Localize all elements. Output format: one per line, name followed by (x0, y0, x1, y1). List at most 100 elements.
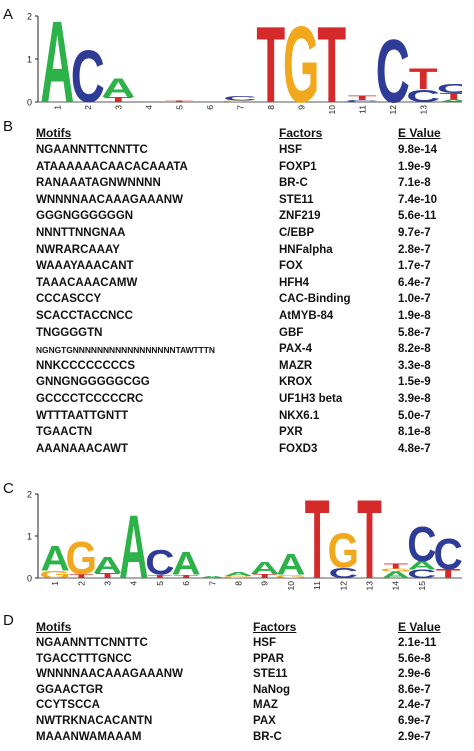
position-label: 5 (174, 105, 184, 110)
header-motifs: Motifs (36, 620, 72, 634)
factor-cell: HNFalpha (279, 243, 333, 256)
evalue-cell: 2.8e-7 (398, 243, 431, 256)
logo-letter-a: A (276, 549, 305, 581)
factor-cell: STE11 (253, 668, 288, 681)
factor-cell: KROX (279, 376, 313, 389)
evalue-cell: 8.2e-8 (398, 343, 431, 356)
y-tick-label: 1 (27, 532, 32, 542)
logo-letter-g: G (275, 574, 307, 579)
motif-cell: GGGNGGGGGGN (36, 210, 134, 223)
panel-label-b: B (3, 118, 14, 135)
evalue-cell: 1.9e-9 (398, 160, 431, 173)
factor-cell: PAX (253, 715, 276, 727)
position-label: 6 (205, 105, 215, 110)
factor-cell: GBF (279, 326, 304, 339)
evalue-cell: 9.8e-14 (398, 144, 438, 156)
motif-cell: WAAAYAAACANT (36, 260, 134, 273)
logo-letter-c: C (433, 529, 462, 578)
y-tick-label: 2 (27, 12, 32, 22)
factor-cell: HSF (253, 637, 276, 649)
evalue-cell: 3.3e-8 (398, 359, 431, 372)
motif-cell: NGNGTGNNNNNNNNNNNNNNNNNTAWTTTN (36, 345, 215, 356)
logo-letter-c: C (345, 99, 379, 102)
motif-cell: WNNNNAACAAAGAAANW (36, 668, 183, 681)
header-evalue: E Value (398, 620, 441, 634)
logo-letter-c: C (376, 22, 410, 114)
logo-letter-t: T (357, 482, 382, 590)
motif-cell: TGAACTN (36, 426, 93, 439)
factor-cell: PPAR (253, 652, 285, 665)
position-label: 6 (181, 581, 191, 586)
logo-letter-c: C (437, 82, 462, 96)
motif-cell: CCYTSCCA (36, 699, 100, 712)
logo-letter-t: T (252, 573, 277, 579)
position-label: 14 (391, 581, 401, 590)
motif-cell: NWRARCAAAY (36, 243, 120, 256)
logo-letter-t: T (383, 562, 408, 570)
logo-letter-a: A (40, 4, 74, 114)
motif-cell: WTTTAATTGNTT (36, 409, 129, 422)
y-tick-label: 0 (27, 98, 32, 108)
evalue-cell: 2.4e-7 (398, 699, 431, 712)
position-label: 1 (50, 581, 60, 586)
factor-cell: FOXP1 (279, 160, 317, 173)
position-label: 1 (52, 105, 62, 110)
motif-cell: ATAAAAAACAACACAAATA (36, 160, 188, 173)
position-label: 13 (418, 105, 428, 114)
evalue-cell: 7.1e-8 (398, 177, 431, 190)
panel-label-d: D (3, 612, 14, 629)
position-label: 5 (155, 581, 165, 586)
factor-cell: ZNF219 (279, 210, 321, 223)
motif-cell: TGACCTTTGNCC (36, 652, 132, 665)
logo-letter-a: A (407, 559, 436, 572)
position-label: 3 (113, 105, 123, 110)
logo-letter-g: G (66, 532, 97, 584)
position-label: 4 (144, 105, 154, 110)
logo-letter-a: A (119, 497, 148, 590)
motif-cell: GCCCCTCCCCCRC (36, 393, 144, 405)
logo-letter-c: C (71, 35, 105, 114)
position-label: 10 (286, 581, 296, 590)
logo-letter-t: T (256, 4, 285, 114)
position-label: 15 (417, 581, 427, 590)
motif-cell: NGAANNTTCNNTTC (36, 637, 148, 649)
logo-letter-t: T (104, 96, 133, 104)
logo-letter-a: A (101, 73, 135, 103)
factor-cell: NaNog (253, 683, 291, 696)
evalue-cell: 2.1e-11 (398, 637, 437, 649)
motif-cell: RANAAATAGNWNNNN (36, 177, 161, 190)
logo-letter-a: A (381, 570, 410, 580)
panel-label-a: A (3, 6, 14, 23)
motif-cell: NWTRKNACACANTN (36, 715, 153, 727)
factor-cell: STE11 (279, 193, 314, 206)
header-factors: Factors (279, 126, 323, 140)
position-label: 10 (327, 105, 337, 114)
logo-letter-t: T (174, 574, 199, 579)
evalue-cell: 1.9e-8 (398, 310, 431, 322)
motif-cell: NGAANNTTCNNTTC (36, 144, 148, 156)
position-label: 2 (83, 105, 93, 110)
factor-cell: NKX6.1 (279, 409, 320, 422)
factor-cell: MAZR (279, 359, 313, 372)
evalue-cell: 4.8e-7 (398, 442, 431, 455)
factor-cell: HSF (279, 144, 302, 156)
logo-letter-a: A (250, 558, 279, 578)
evalue-cell: 8.6e-7 (398, 683, 431, 696)
logo-letter-c: C (329, 565, 358, 581)
logo-letter-g: G (328, 523, 359, 579)
logo-letter-t: T (436, 567, 462, 581)
evalue-cell: 5.6e-11 (398, 210, 437, 223)
logo-letter-t: T (305, 482, 330, 590)
evalue-cell: 5.8e-7 (398, 326, 431, 339)
position-label: 11 (357, 105, 367, 114)
sequence-logo-a: 012ACTATGCTGTCTCCTATC12345678910111213 (27, 4, 462, 114)
evalue-cell: 6.4e-7 (398, 276, 431, 289)
factor-cell: PAX-4 (279, 343, 313, 356)
logo-letter-g: G (223, 575, 254, 578)
evalue-cell: 1.0e-7 (398, 293, 431, 306)
motif-table-d: Motifs Factors E Value NGAANNTTCNNTTC HSF… (36, 620, 466, 750)
evalue-cell: 5.0e-7 (398, 409, 431, 422)
factor-cell: HFH4 (279, 276, 310, 289)
logo-letter-a: A (93, 552, 122, 578)
